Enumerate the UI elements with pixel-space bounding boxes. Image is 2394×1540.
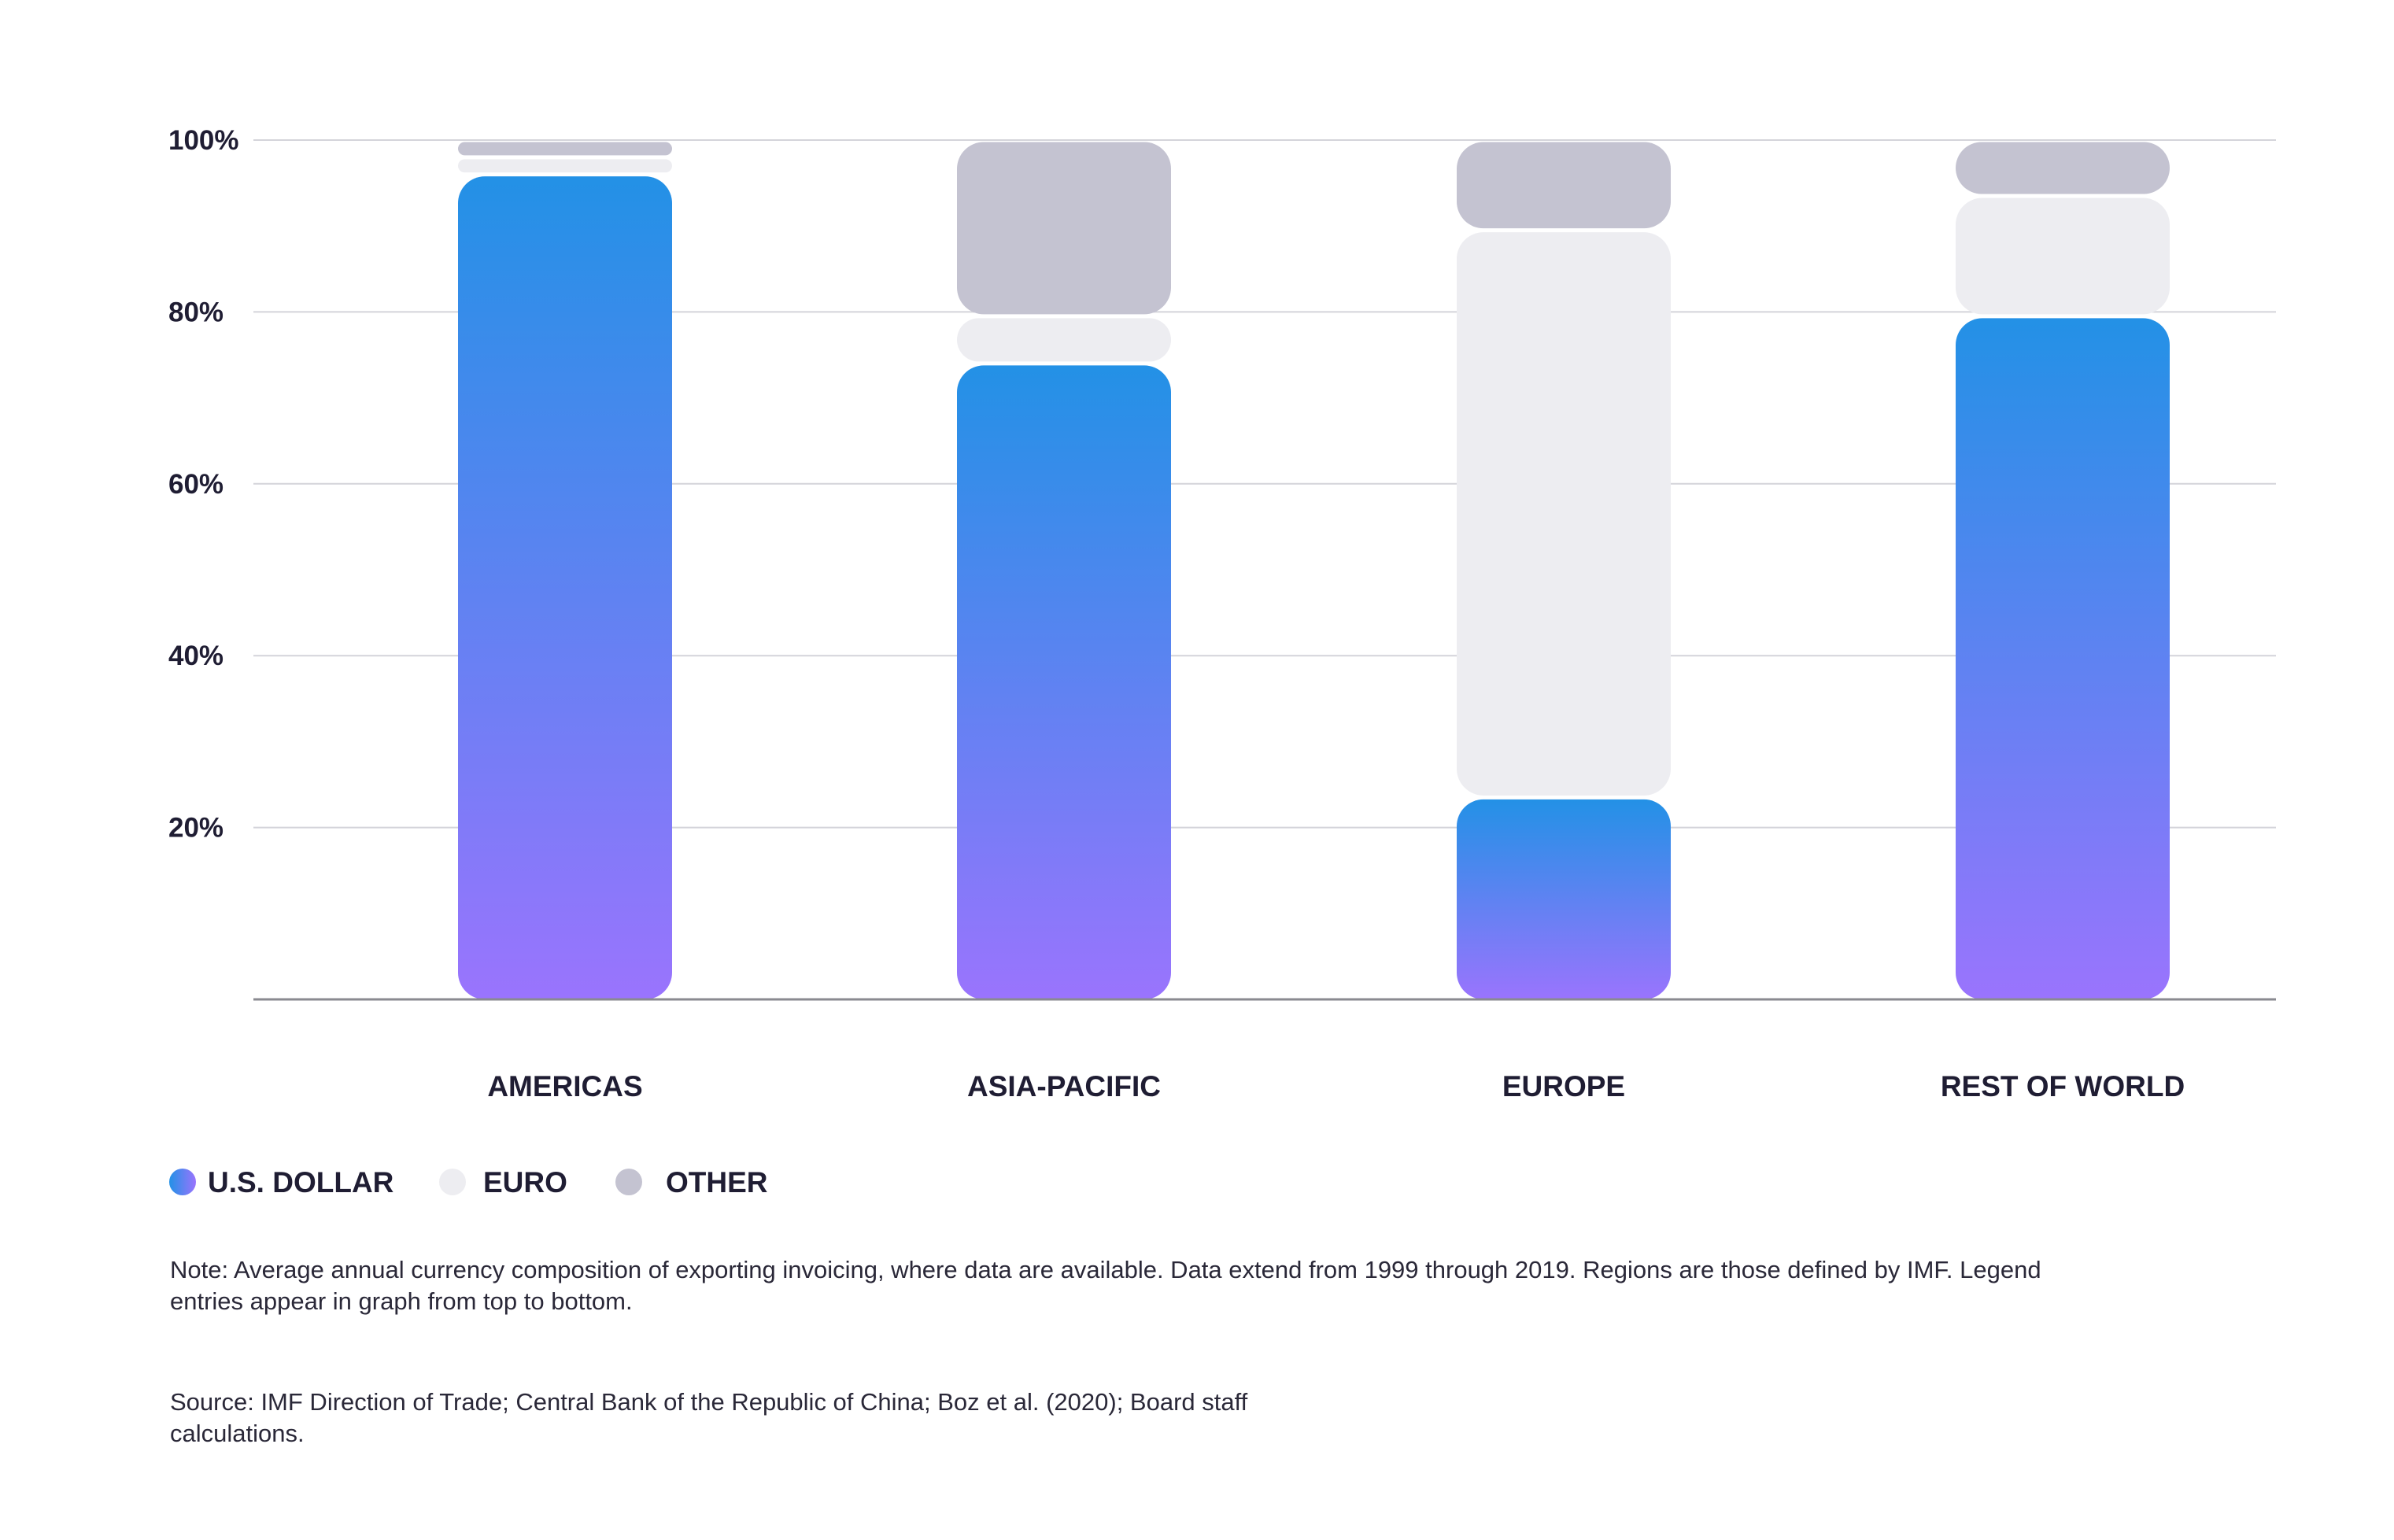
legend-item: OTHER (615, 1166, 768, 1198)
y-tick-label: 40% (168, 641, 224, 671)
bar-segment-usd (458, 176, 672, 1000)
light-gray-dot-icon (439, 1169, 466, 1195)
legend-item: EURO (439, 1166, 567, 1198)
x-axis-categories: AMERICAS ASIA-PACIFIC EUROPE REST OF WORLD (487, 1070, 2185, 1102)
bar-stack (1457, 142, 1671, 999)
bar-segment-usd (1956, 318, 2170, 999)
bar-segment-other (458, 142, 672, 156)
legend-label: EURO (483, 1166, 567, 1198)
bar-segment-euro (1457, 232, 1671, 796)
x-category-label: EUROPE (1502, 1070, 1625, 1102)
y-axis-ticks: 20% 40% 60% 80% 100% (168, 125, 239, 844)
y-tick-label: 100% (168, 125, 239, 156)
x-category-label: AMERICAS (487, 1070, 642, 1102)
legend: U.S. DOLLAR EURO OTHER (169, 1166, 768, 1198)
bar-stack (458, 142, 672, 1000)
legend-label: U.S. DOLLAR (208, 1166, 393, 1198)
bar-segment-usd (957, 365, 1171, 999)
bar-stack (957, 142, 1171, 999)
legend-item: U.S. DOLLAR (169, 1166, 393, 1198)
bar-segment-euro (458, 159, 672, 173)
x-category-label: ASIA-PACIFIC (967, 1070, 1161, 1102)
bar-segment-other (1956, 142, 2170, 194)
bar-stack (1956, 142, 2170, 999)
gray-dot-icon (615, 1169, 642, 1195)
legend-label: OTHER (666, 1166, 768, 1198)
chart-note: Note: Average annual currency compositio… (170, 1256, 2041, 1315)
chart-source: Source: IMF Direction of Trade; Central … (170, 1388, 1248, 1447)
x-category-label: REST OF WORLD (1941, 1070, 2185, 1102)
gradient-dot-icon (169, 1169, 196, 1195)
y-tick-label: 20% (168, 813, 224, 844)
bar-segment-euro (957, 318, 1171, 362)
y-tick-label: 80% (168, 297, 224, 327)
bars (458, 142, 2170, 1000)
bar-segment-usd (1457, 799, 1671, 999)
bar-segment-other (957, 142, 1171, 315)
y-tick-label: 60% (168, 469, 224, 500)
bar-segment-euro (1956, 198, 2170, 315)
bar-segment-other (1457, 142, 1671, 229)
